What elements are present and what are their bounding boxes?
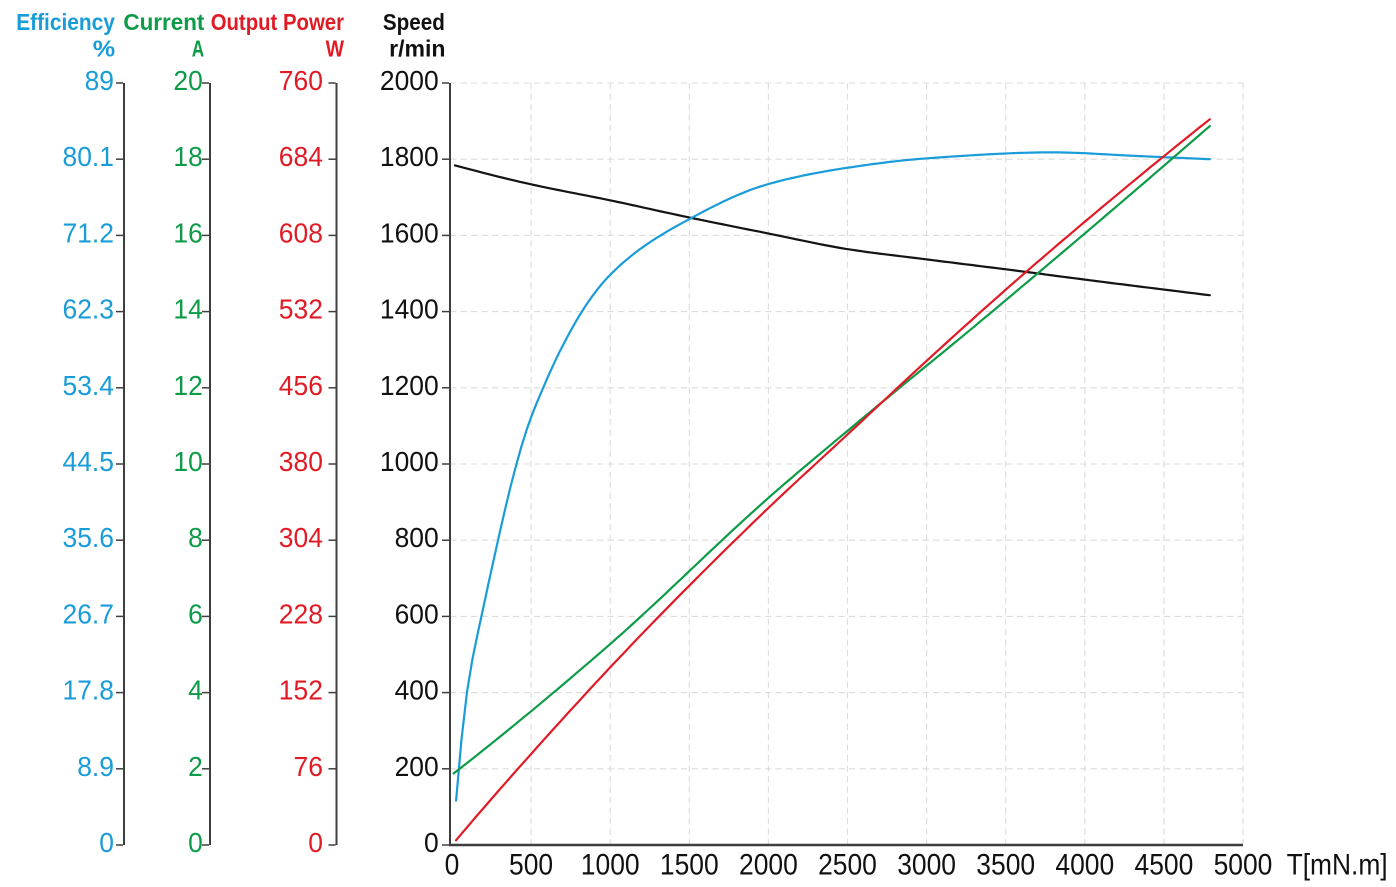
svg-text:200: 200 xyxy=(395,751,439,782)
svg-text:14: 14 xyxy=(173,294,202,325)
svg-text:0: 0 xyxy=(308,827,323,858)
svg-text:Speed: Speed xyxy=(383,9,445,35)
svg-text:10: 10 xyxy=(173,446,202,477)
svg-text:380: 380 xyxy=(279,446,323,477)
svg-text:3000: 3000 xyxy=(897,849,956,882)
svg-text:0: 0 xyxy=(445,849,460,882)
svg-text:228: 228 xyxy=(279,598,323,629)
svg-text:89: 89 xyxy=(85,65,114,96)
svg-text:800: 800 xyxy=(395,522,439,553)
svg-text:760: 760 xyxy=(279,65,323,96)
svg-text:71.2: 71.2 xyxy=(63,217,115,248)
svg-text:16: 16 xyxy=(173,217,202,248)
svg-text:62.3: 62.3 xyxy=(63,294,115,325)
svg-text:W: W xyxy=(326,35,345,61)
svg-text:35.6: 35.6 xyxy=(63,522,115,553)
svg-text:1400: 1400 xyxy=(380,294,439,325)
svg-text:1800: 1800 xyxy=(380,141,439,172)
svg-text:4500: 4500 xyxy=(1135,849,1194,882)
svg-text:3500: 3500 xyxy=(976,849,1035,882)
svg-text:304: 304 xyxy=(279,522,323,553)
svg-text:%: % xyxy=(93,35,115,61)
svg-text:76: 76 xyxy=(294,751,323,782)
svg-text:20: 20 xyxy=(173,65,202,96)
svg-text:1000: 1000 xyxy=(380,446,439,477)
svg-text:44.5: 44.5 xyxy=(63,446,115,477)
svg-text:1600: 1600 xyxy=(380,217,439,248)
svg-text:500: 500 xyxy=(509,849,553,882)
svg-text:456: 456 xyxy=(279,370,323,401)
svg-text:532: 532 xyxy=(279,294,323,325)
svg-text:152: 152 xyxy=(279,675,323,706)
svg-text:1500: 1500 xyxy=(660,849,719,882)
svg-text:0: 0 xyxy=(188,827,203,858)
svg-text:684: 684 xyxy=(279,141,323,172)
svg-text:0: 0 xyxy=(99,827,114,858)
svg-text:26.7: 26.7 xyxy=(63,598,115,629)
svg-text:12: 12 xyxy=(173,370,202,401)
svg-text:400: 400 xyxy=(395,675,439,706)
svg-text:18: 18 xyxy=(173,141,202,172)
svg-text:0: 0 xyxy=(424,827,439,858)
svg-text:600: 600 xyxy=(395,598,439,629)
svg-text:6: 6 xyxy=(188,598,203,629)
svg-text:4: 4 xyxy=(188,675,203,706)
svg-text:Current: Current xyxy=(123,9,204,35)
svg-text:T[mN.m]: T[mN.m] xyxy=(1287,849,1388,882)
svg-text:5000: 5000 xyxy=(1214,849,1273,882)
svg-text:80.1: 80.1 xyxy=(63,141,115,172)
svg-text:4000: 4000 xyxy=(1055,849,1114,882)
svg-text:53.4: 53.4 xyxy=(63,370,115,401)
svg-text:17.8: 17.8 xyxy=(63,675,115,706)
svg-text:1200: 1200 xyxy=(380,370,439,401)
svg-text:1000: 1000 xyxy=(581,849,640,882)
svg-text:2500: 2500 xyxy=(818,849,877,882)
svg-text:r/min: r/min xyxy=(389,35,445,61)
svg-text:608: 608 xyxy=(279,217,323,248)
svg-text:2: 2 xyxy=(188,751,203,782)
svg-text:2000: 2000 xyxy=(739,849,798,882)
svg-text:A: A xyxy=(192,35,204,61)
svg-text:Efficiency: Efficiency xyxy=(16,9,115,35)
svg-text:8.9: 8.9 xyxy=(77,751,114,782)
svg-text:8: 8 xyxy=(188,522,203,553)
svg-text:Output Power: Output Power xyxy=(211,9,344,35)
svg-text:2000: 2000 xyxy=(380,65,439,96)
